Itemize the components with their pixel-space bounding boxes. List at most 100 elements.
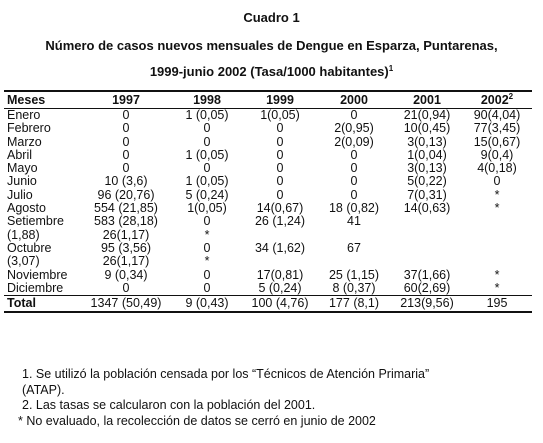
header-row: Meses 1997 1998 1999 2000 2001 20022: [4, 90, 532, 109]
cell: 0: [122, 280, 130, 295]
total-cell: 195: [462, 295, 532, 314]
footnote: (ATAP).: [22, 382, 65, 397]
cell: 37(1,66): [403, 267, 451, 282]
table-row: Junio 10 (3,6) 1 (0,05) 0 0 5(0,22) 0: [4, 174, 532, 189]
row-label: Agosto: [7, 201, 46, 216]
table-row: Abril 0 1 (0,05) 0 0 1(0,04) 9(0,4): [4, 147, 532, 162]
empty-cell: [244, 255, 316, 268]
table-row: Enero 0 1 (0,05) 1(0,05) 0 21(0,94) 90(4,04): [4, 108, 532, 123]
cell: 0: [122, 108, 130, 122]
column-note: 2: [508, 92, 514, 101]
empty-cell: [462, 229, 532, 242]
cell: 0: [276, 161, 284, 176]
cell: *: [494, 201, 500, 216]
row-label: Julio: [7, 187, 33, 202]
cell: 0: [203, 161, 211, 176]
cell: 77(3,45): [473, 121, 521, 136]
title-line-wrap: 1999-junio 2002 (Tasa/1000 habitantes)1: [0, 64, 543, 79]
footnote: 1. Se utilizó la población censada por l…: [22, 367, 430, 381]
cell: 3(0,13): [407, 161, 447, 176]
column-header-text: 2001: [413, 93, 441, 107]
cell: 5 (0,24): [185, 187, 229, 202]
cell: 5 (0,24): [258, 280, 302, 295]
row-label: Diciembre: [7, 280, 64, 295]
title-line: 1999-junio 2002 (Tasa/1000 habitantes): [149, 64, 389, 79]
row-label: Enero: [7, 108, 41, 122]
cell: 0: [203, 267, 211, 282]
cell: 14(0,67): [256, 201, 304, 216]
cell: 0: [276, 147, 284, 162]
cell: *: [204, 227, 210, 242]
cell: 1 (0,05): [185, 147, 229, 162]
cell: 60(2,69): [403, 280, 451, 295]
cell: 95 (3,56): [100, 240, 152, 255]
cell: 96 (20,76): [97, 187, 155, 202]
column-header-text: 1999: [266, 93, 294, 107]
cell: 26(1,17): [102, 254, 150, 269]
table-row: Setiembre 583 (28,18) 0 26 (1,24) 41: [4, 214, 532, 229]
cell: 1 (0,05): [185, 174, 229, 189]
title-line: Número de casos nuevos mensuales de Deng…: [45, 38, 498, 53]
cell: 0: [350, 174, 358, 189]
cell: 2(0,09): [334, 134, 374, 149]
cell: 0: [276, 174, 284, 189]
table-row: Mayo 0 0 0 0 3(0,13) 4(0,18): [4, 161, 532, 176]
column-header: 1999: [244, 90, 316, 109]
cell: 0: [203, 214, 211, 229]
empty-cell: [392, 229, 462, 242]
column-header: 2001: [392, 90, 462, 109]
row-label: Noviembre: [7, 267, 68, 282]
total-label: Total: [4, 295, 82, 314]
cell: 0: [122, 121, 130, 136]
empty-cell: [392, 242, 462, 255]
cell: 15(0,67): [473, 134, 521, 149]
total-row: Total 1347 (50,49) 9 (0,43) 100 (4,76) 177 (…: [4, 295, 532, 314]
column-header: 20022: [462, 90, 532, 109]
cell: 0: [203, 280, 211, 295]
row-label: Octubre: [7, 240, 52, 255]
total-cell: 213(9,56): [392, 295, 462, 314]
total-cell: 1347 (50,49): [82, 295, 170, 314]
cell: 34 (1,62): [254, 240, 306, 255]
total-cell: 177 (8,1): [316, 295, 392, 314]
cell: 9 (0,34): [104, 267, 148, 282]
empty-cell: [392, 215, 462, 228]
cell: 0: [203, 134, 211, 149]
table-row: Julio 96 (20,76) 5 (0,24) 0 0 7(0,31) *: [4, 187, 532, 202]
row-label: Febrero: [7, 121, 51, 136]
column-header: 1997: [82, 90, 170, 109]
cell: 41: [347, 214, 361, 229]
footnotes: 1. Se utilizó la población censada por l…: [18, 367, 430, 429]
table-row: Noviembre 9 (0,34) 0 17(0,81) 25 (1,15) 37(1,…: [4, 267, 532, 282]
column-header-text: 1997: [112, 93, 140, 107]
footnote: 2. Las tasas se calcularon con la poblac…: [22, 398, 316, 412]
table-row: Octubre 95 (3,56) 0 34 (1,62) 67: [4, 240, 532, 255]
empty-cell: [462, 242, 532, 255]
cell: 0: [493, 174, 501, 189]
cell: 0: [122, 134, 130, 149]
column-header-text: Meses: [7, 93, 46, 107]
cell: 0: [350, 161, 358, 176]
empty-cell: [392, 255, 462, 268]
cell: 67: [347, 240, 361, 255]
cell: 9(0,4): [480, 147, 514, 162]
cell: 0: [350, 147, 358, 162]
row-label: (1,88): [7, 227, 40, 242]
table-row: Marzo 0 0 0 2(0,09) 3(0,13) 15(0,67): [4, 134, 532, 149]
cell: 10(0,45): [403, 121, 451, 136]
cell: 583 (28,18): [94, 214, 158, 229]
total-cell: 100 (4,76): [244, 295, 316, 314]
empty-cell: [316, 229, 392, 242]
cell: 0: [276, 187, 284, 202]
row-label: Junio: [7, 174, 37, 189]
cell: 0: [203, 121, 211, 136]
cell: 0: [276, 134, 284, 149]
column-header: 1998: [170, 90, 244, 109]
column-header: 2000: [316, 90, 392, 109]
empty-cell: [462, 255, 532, 268]
cell: 5(0,22): [407, 174, 447, 189]
total-cell: 9 (0,43): [170, 295, 244, 314]
cell: 2(0,95): [334, 121, 374, 136]
cell: 0: [203, 240, 211, 255]
